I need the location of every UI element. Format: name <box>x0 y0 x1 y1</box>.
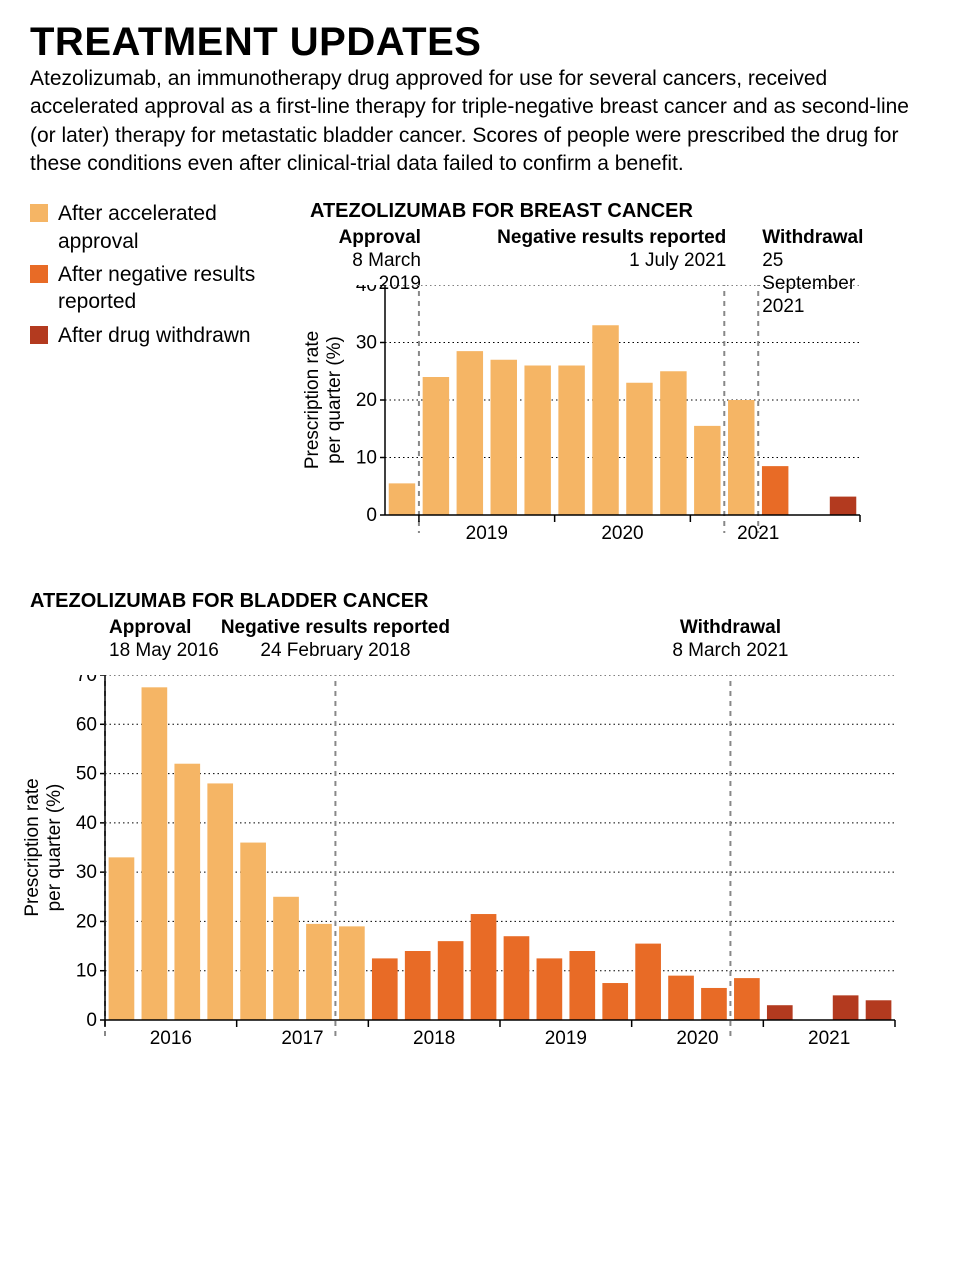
bar <box>569 951 595 1020</box>
breast-chart-block: ATEZOLIZUMAB FOR BREAST CANCER Approval8 … <box>310 200 865 550</box>
event-annotation: Withdrawal8 March 2021 <box>672 617 788 663</box>
y-tick-label: 50 <box>76 764 97 785</box>
legend-swatch <box>30 326 48 344</box>
legend-item: After negative results reported <box>30 261 280 316</box>
bar <box>438 942 464 1021</box>
bar <box>405 951 431 1020</box>
chart-svg: 0 10 20 30 40 50 60 70 2016 2017 2018 2019 2020 2021 <box>30 675 900 1055</box>
y-tick-label: 0 <box>86 1010 97 1031</box>
x-tick-label: 2020 <box>676 1028 718 1049</box>
bar <box>504 937 530 1021</box>
legend-item: After drug withdrawn <box>30 322 280 349</box>
bar <box>660 372 686 516</box>
chart-title: ATEZOLIZUMAB FOR BREAST CANCER <box>310 200 865 223</box>
bar <box>207 784 233 1021</box>
bar <box>109 858 135 1021</box>
bar <box>306 924 332 1020</box>
event-head: Withdrawal <box>762 227 865 250</box>
bar <box>372 959 398 1021</box>
x-tick-label: 2016 <box>150 1028 192 1049</box>
bar <box>389 484 415 516</box>
x-tick-label: 2019 <box>545 1028 587 1049</box>
bladder-chart-block: ATEZOLIZUMAB FOR BLADDER CANCERApproval1… <box>30 590 934 1055</box>
legend-item: After accelerated approval <box>30 200 280 255</box>
plot-area: Prescription rate per quarter (%)0102030… <box>30 675 900 1055</box>
bar <box>491 360 517 515</box>
event-head: Withdrawal <box>672 617 788 640</box>
legend-swatch <box>30 204 48 222</box>
y-tick-label: 20 <box>356 390 377 411</box>
chart-title: ATEZOLIZUMAB FOR BLADDER CANCER <box>30 590 934 613</box>
bar <box>471 914 497 1020</box>
y-tick-label: 60 <box>76 715 97 736</box>
event-annotations: Approval18 May 2016Negative results repo… <box>30 617 900 675</box>
event-head: Approval <box>310 227 421 250</box>
bar <box>558 366 584 516</box>
bar <box>174 764 200 1020</box>
bar <box>592 326 618 516</box>
bar <box>339 927 365 1021</box>
y-tick-label: 40 <box>76 813 97 834</box>
event-annotation: Approval18 May 2016 <box>109 617 219 663</box>
page-subtitle: Atezolizumab, an immunotherapy drug appr… <box>30 65 934 178</box>
bar <box>602 983 628 1020</box>
y-axis-label: Prescription rate per quarter (%) <box>22 675 66 1020</box>
bar <box>767 1006 793 1021</box>
legend-swatch <box>30 265 48 283</box>
bar <box>537 959 563 1021</box>
bar <box>734 978 760 1020</box>
top-row: After accelerated approval After negative… <box>30 200 934 550</box>
bar <box>668 976 694 1020</box>
event-annotation: Negative results reported1 July 2021 <box>497 227 726 273</box>
bar <box>524 366 550 516</box>
y-axis-label: Prescription rate per quarter (%) <box>302 285 346 515</box>
bar <box>833 996 859 1021</box>
bar <box>457 352 483 516</box>
legend-label: After drug withdrawn <box>58 322 251 349</box>
y-tick-label: 20 <box>76 912 97 933</box>
bar <box>694 426 720 515</box>
bar <box>423 377 449 515</box>
bar <box>273 897 299 1020</box>
event-date: 18 May 2016 <box>109 640 219 663</box>
plot-area: Prescription rate per quarter (%)0102030… <box>310 285 865 550</box>
x-tick-label: 2020 <box>601 523 643 544</box>
x-tick-label: 2019 <box>466 523 508 544</box>
bar <box>830 497 856 515</box>
bar <box>701 988 727 1020</box>
x-tick-label: 2021 <box>737 523 779 544</box>
legend-label: After negative results reported <box>58 261 280 316</box>
event-head: Negative results reported <box>221 617 450 640</box>
bar <box>762 467 788 516</box>
y-tick-label: 30 <box>356 333 377 354</box>
bar <box>142 688 168 1021</box>
bar <box>866 1001 892 1021</box>
y-tick-label: 70 <box>76 675 97 686</box>
event-annotation: Negative results reported24 February 201… <box>221 617 450 663</box>
bar <box>240 843 266 1020</box>
event-head: Approval <box>109 617 219 640</box>
event-date: 8 March 2021 <box>672 640 788 663</box>
y-tick-label: 10 <box>76 961 97 982</box>
x-tick-label: 2021 <box>808 1028 850 1049</box>
legend-label: After accelerated approval <box>58 200 280 255</box>
chart-svg: 0 10 20 30 40 2019 2020 2021 <box>310 285 865 550</box>
bar <box>728 400 754 515</box>
legend: After accelerated approval After negative… <box>30 200 280 550</box>
y-tick-label: 10 <box>356 448 377 469</box>
page-title: TREATMENT UPDATES <box>30 20 934 65</box>
event-head: Negative results reported <box>497 227 726 250</box>
y-tick-label: 40 <box>356 285 377 296</box>
x-tick-label: 2017 <box>281 1028 323 1049</box>
event-date: 24 February 2018 <box>221 640 450 663</box>
y-tick-label: 30 <box>76 863 97 884</box>
x-tick-label: 2018 <box>413 1028 455 1049</box>
y-tick-label: 0 <box>366 505 377 526</box>
bar <box>626 383 652 515</box>
event-date: 1 July 2021 <box>497 250 726 273</box>
event-annotations: Approval8 March 2019Negative results rep… <box>310 227 865 285</box>
bar <box>635 944 661 1020</box>
